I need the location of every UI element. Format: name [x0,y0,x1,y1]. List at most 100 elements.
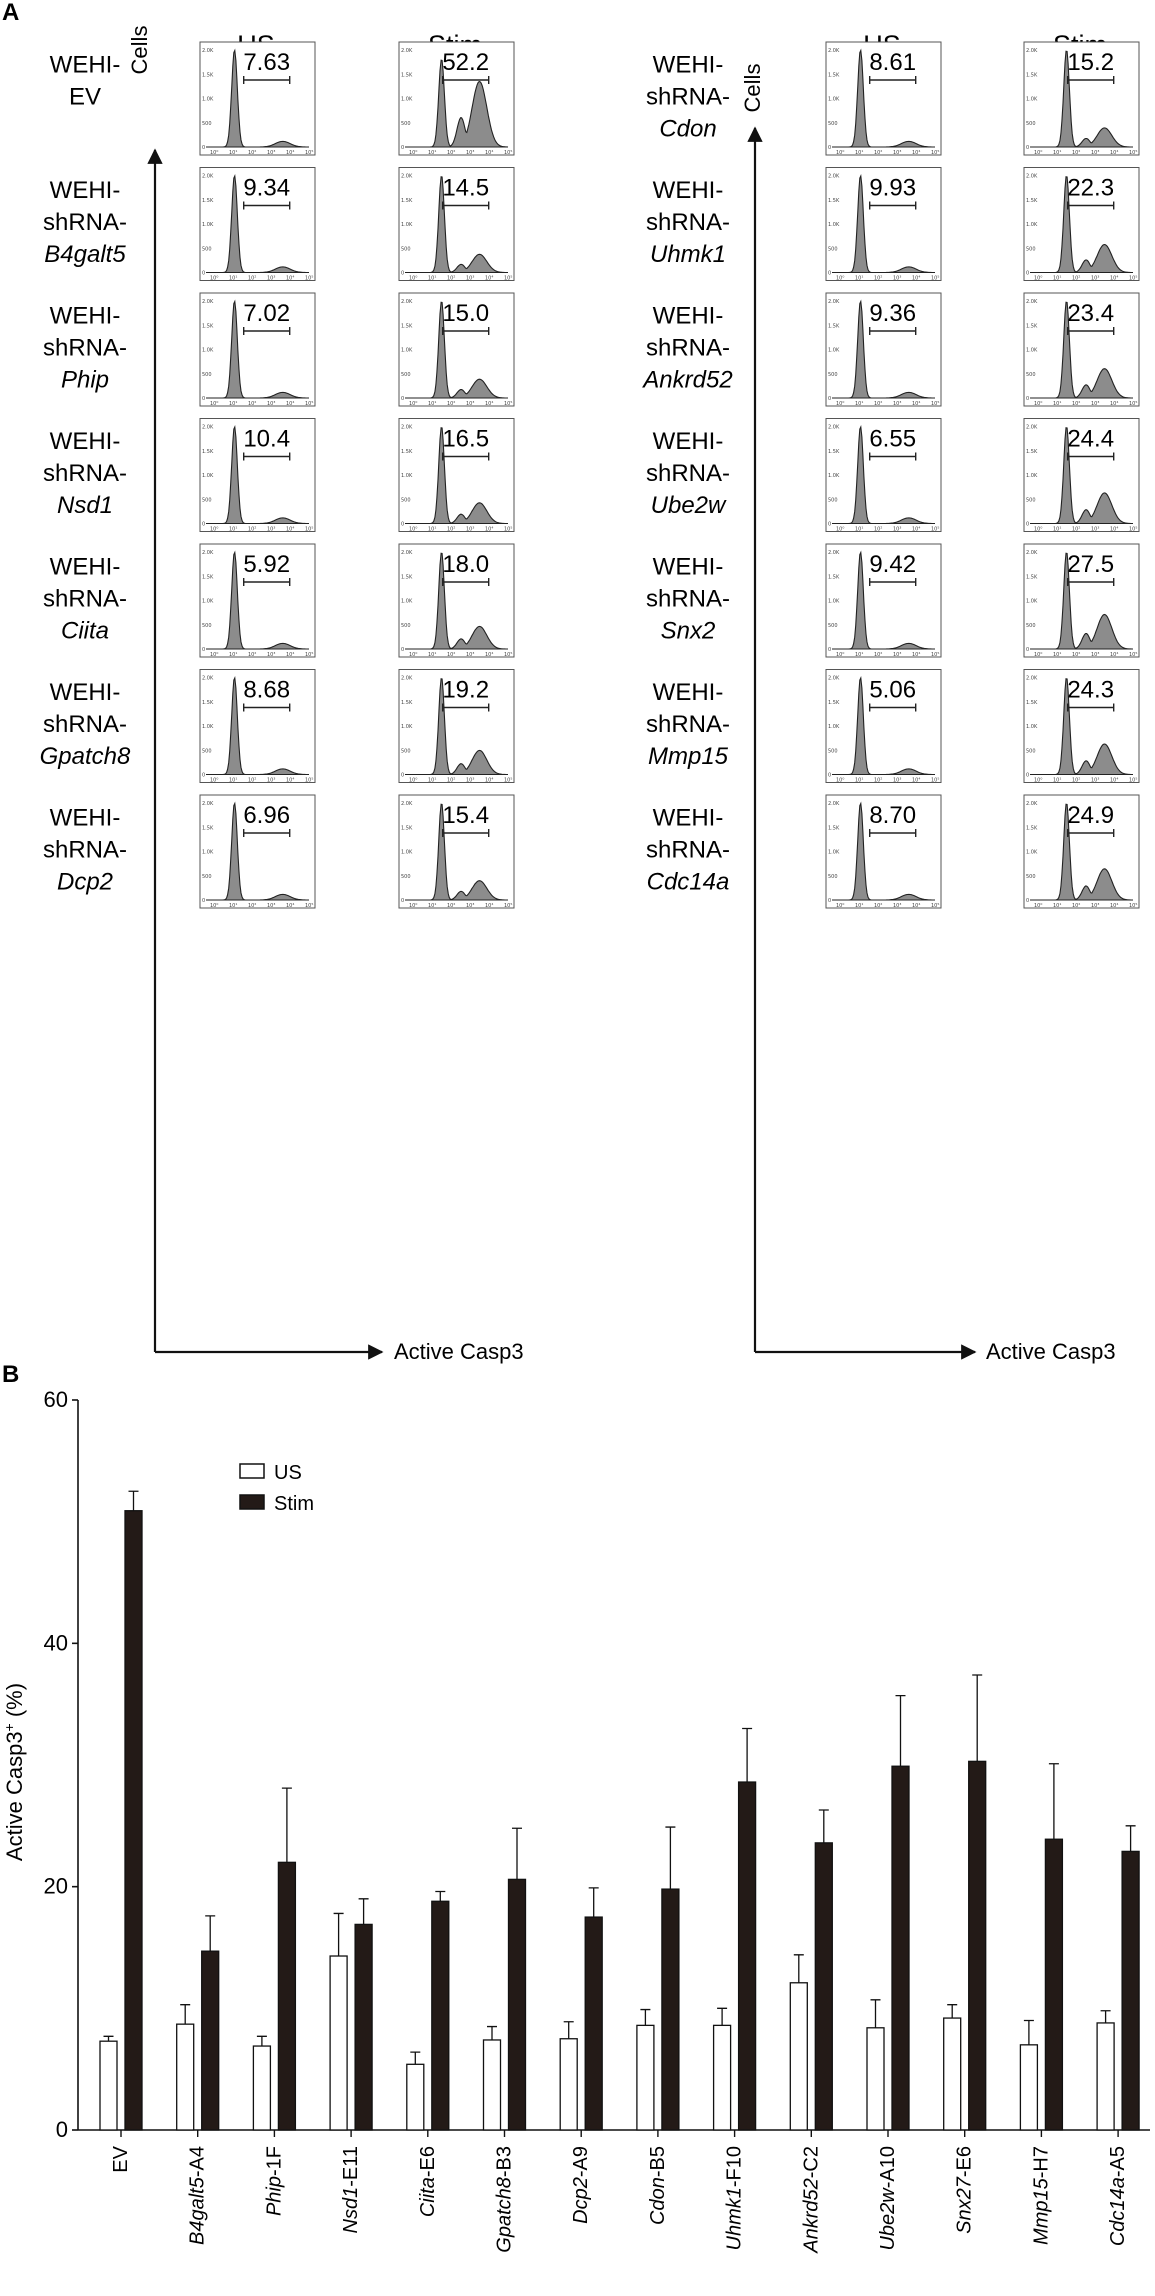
error-bar-us [410,2051,421,2065]
histogram-x-tick: 10¹ [428,527,436,533]
left-y-axis-label: Cells [127,26,152,75]
histogram-x-tick: 10³ [1091,401,1099,407]
gate-bracket [243,703,291,712]
histogram-stim: 0 500 1.0K 1.5K 2.0K 10⁰ 10¹ 10² 10³ 10⁴ 10⁵ 23.4 [1023,292,1140,407]
histogram-y-tick: 2.0K [1026,550,1038,556]
histogram-y-tick: 1.0K [202,724,214,730]
histogram-curve [206,48,309,148]
histogram-x-tick: 10⁰ [210,276,218,282]
histogram-x-tick: 10⁰ [836,276,844,282]
gate-bracket [442,452,490,461]
gate-value-stim: 18.0 [442,551,489,578]
row-label-line2: shRNA- [43,711,127,738]
row-label-line1: WEHI- [653,679,724,706]
histogram-frame [1023,669,1140,783]
gate-bracket [869,327,917,335]
row-label-gene: Nsd1 [57,492,113,519]
error-bar-stim [665,1826,676,1890]
histogram-y-tick: 0 [401,396,404,402]
histogram-x-tick: 10² [248,150,256,156]
gate-value-stim: 22.3 [1067,175,1114,202]
histogram-x-tick: 10⁰ [1034,527,1042,533]
histogram-x-tick: 10³ [893,652,901,658]
histogram-x-tick: 10⁰ [1034,778,1042,784]
category-suffix: -A5 [1107,2146,1129,2177]
gate-bracket [442,201,490,210]
histogram-x-tick: 10² [1072,527,1080,533]
histogram-y-tick: 2.0K [1026,48,1038,54]
gate-bracket [1067,829,1115,837]
gate-bracket [243,327,291,335]
histogram-x-tick: 10³ [267,652,275,658]
row-label-line1: WEHI- [653,554,724,581]
row-label-line1: WEHI- [50,428,121,455]
histogram-y-tick: 2.0K [202,676,214,682]
histogram-curve [832,676,935,776]
histogram-us: 0 500 1.0K 1.5K 2.0K 10⁰ 10¹ 10² 10³ 10⁴ 10⁵ 6.55 [825,418,942,533]
gate-value-stim: 52.2 [442,49,489,76]
histogram-y-tick: 1.5K [828,700,840,706]
row-label: WEHI-shRNA- Ankrd52 [641,303,732,394]
histogram-y-tick: 1.0K [828,222,840,228]
histogram-y-tick: 500 [202,497,212,503]
histogram-x-tick: 10⁴ [912,903,920,909]
row-label-gene: Gpatch8 [40,743,131,770]
histogram-x-tick: 10³ [267,276,275,282]
histogram-y-tick: 500 [1026,874,1036,880]
histogram-stim: 0 500 1.0K 1.5K 2.0K 10⁰ 10¹ 10² 10³ 10⁴ 10⁵ 27.5 [1023,543,1140,658]
histogram-us: 0 500 1.0K 1.5K 2.0K 10⁰ 10¹ 10² 10³ 10⁴ 10⁵ 9.34 [199,167,316,282]
row-label-gene: Dcp2 [57,869,113,896]
left-row: WEHI-shRNA- B4galt5 0 500 1.0K 1.5K 2.0K 10⁰ 10¹… [43,167,515,282]
histogram-x-tick: 10⁵ [931,652,939,658]
histogram-curve [405,59,509,148]
category-label: Cdon-B5 [647,2146,669,2225]
histogram-x-tick: 10⁵ [931,150,939,156]
histogram-y-tick: 1.0K [1026,850,1038,856]
right-row: WEHI-shRNA- Cdon 0 500 1.0K 1.5K 2.0K 10⁰ 10¹ 10²… [646,41,1140,156]
left-row: WEHI-shRNA- Ciita 0 500 1.0K 1.5K 2.0K 10⁰ 10¹ 10… [43,543,515,658]
histogram-us: 0 500 1.0K 1.5K 2.0K 10⁰ 10¹ 10² 10³ 10⁴ 10⁵ 5.92 [199,543,316,658]
row-label-line2: shRNA- [43,335,127,362]
category-suffix: -A9 [570,2146,592,2177]
right-row: WEHI-shRNA- Cdc14a 0 500 1.0K 1.5K 2.0K 10⁰ 10¹ 1… [646,794,1140,909]
histogram-y-tick: 2.0K [202,48,214,54]
gate-value-stim: 15.4 [442,802,489,829]
error-bar-us [793,1954,804,1983]
histogram-y-tick: 1.0K [828,348,840,354]
category-suffix: -E6 [954,2146,976,2177]
gate-value-us: 7.63 [243,49,290,76]
row-label-line2: shRNA- [43,209,127,236]
error-bar-stim [972,1674,983,1762]
histogram-y-tick: 2.0K [828,48,840,54]
histogram-x-tick: 10³ [466,527,474,533]
histogram-frame [1023,292,1140,407]
row-label-line2: shRNA- [646,586,730,613]
bar-axes: 0 20 40 60 [44,1387,1150,2142]
histogram-x-tick: 10⁵ [305,401,313,407]
row-label-line2: EV [69,84,101,111]
histogram-x-tick: 10¹ [229,276,237,282]
bar-stim [891,1765,910,2131]
histogram-x-tick: 10³ [466,401,474,407]
histogram-y-tick: 1.5K [828,323,840,329]
histogram-y-tick: 1.0K [202,348,214,354]
category-label: Cdc14a-A5 [1107,2146,1129,2246]
gate-bracket [869,578,917,586]
bar-us [99,2040,118,2131]
histogram-x-tick: 10⁴ [912,150,920,156]
histogram-frame [1023,418,1140,532]
histogram-frame [398,418,515,532]
category-suffix: -B3 [494,2146,516,2177]
histogram-x-tick: 10⁵ [504,778,512,784]
histogram-x-tick: 10⁰ [409,401,417,407]
row-label-line2: shRNA- [646,460,730,487]
histogram-frame [825,41,942,156]
histogram-y-tick: 0 [1026,396,1029,402]
category-gene: Phip [263,2176,285,2216]
histogram-frame [825,543,942,658]
histogram-frame [199,669,316,783]
histogram-curve [832,425,935,525]
gate-value-us: 6.55 [869,426,916,453]
error-bar-us [640,2008,651,2026]
histogram-curve [832,48,935,148]
